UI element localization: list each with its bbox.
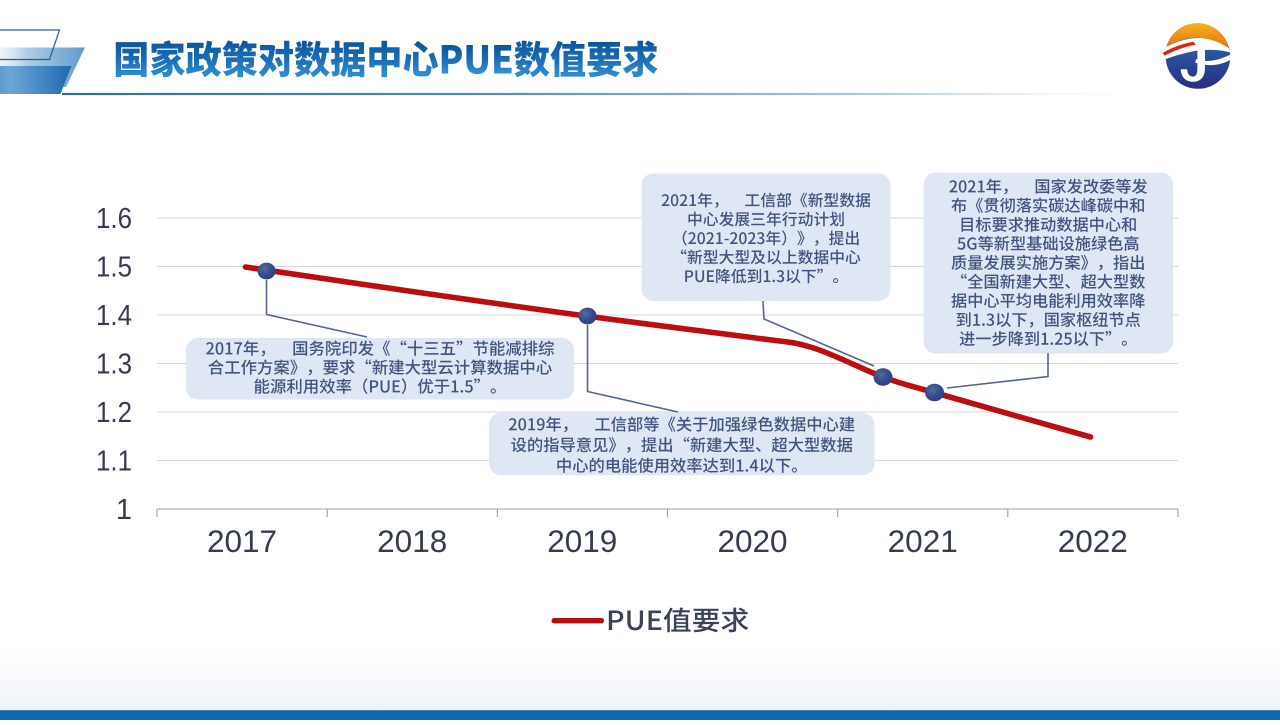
svg-text:2019: 2019 [547,523,617,559]
svg-text:2017: 2017 [207,523,277,559]
svg-text:1.4: 1.4 [96,300,132,332]
svg-text:1.5: 1.5 [96,252,132,284]
svg-text:1.1: 1.1 [96,446,132,478]
svg-text:1.3: 1.3 [96,349,132,381]
svg-text:2020: 2020 [717,523,787,559]
svg-text:1.2: 1.2 [96,397,132,429]
svg-text:1.6: 1.6 [96,203,132,235]
svg-text:2018: 2018 [377,523,447,559]
svg-text:2021: 2021 [888,523,958,559]
svg-text:1: 1 [116,494,132,526]
svg-text:2022: 2022 [1058,523,1128,559]
